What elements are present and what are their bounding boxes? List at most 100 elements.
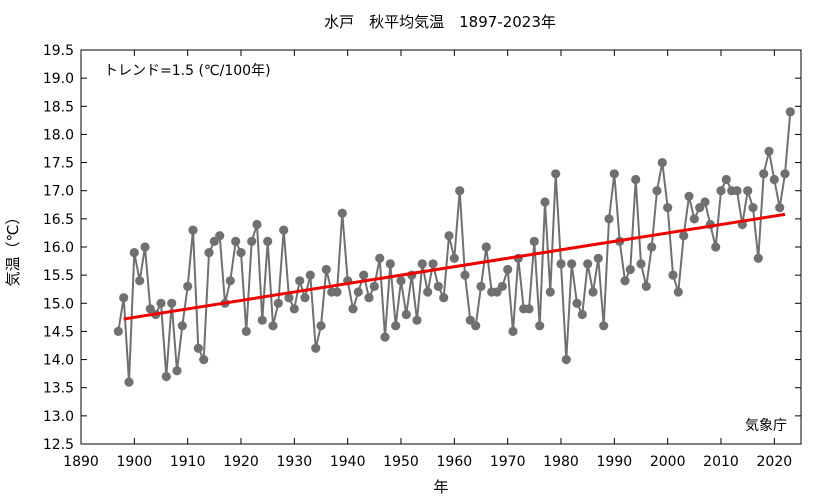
data-point	[508, 326, 518, 336]
data-point	[241, 326, 251, 336]
data-point	[284, 293, 294, 303]
x-tick-label: 1900	[117, 454, 153, 470]
y-tick-labels: 12.5 13.0 13.5 14.0 14.5 15.0 15.5 16.0 16.5 17.0…	[43, 43, 74, 453]
data-point	[684, 191, 694, 201]
data-point	[604, 214, 614, 224]
data-point	[359, 270, 369, 280]
data-point	[545, 287, 555, 297]
trend-line	[123, 212, 786, 321]
data-point	[631, 174, 641, 185]
data-point	[167, 298, 177, 308]
y-tick-label: 13.5	[43, 381, 74, 397]
data-point	[119, 293, 129, 303]
data-point	[257, 315, 267, 325]
data-point	[161, 371, 171, 382]
x-tick-label: 1960	[437, 454, 473, 470]
data-point	[364, 293, 374, 303]
data-point	[135, 276, 145, 286]
data-point	[609, 169, 619, 179]
data-point	[599, 321, 609, 331]
data-point	[289, 304, 299, 314]
data-point	[449, 253, 459, 263]
data-point	[689, 214, 699, 224]
x-axis-label: 年	[433, 478, 448, 496]
data-point	[311, 343, 321, 353]
data-point	[295, 276, 305, 286]
data-point	[764, 146, 774, 156]
data-point	[268, 321, 278, 331]
data-point	[273, 298, 283, 308]
data-point	[375, 253, 385, 263]
data-point	[209, 236, 219, 246]
data-point	[785, 107, 795, 117]
data-point	[679, 231, 689, 241]
data-point	[524, 304, 534, 314]
data-point	[471, 321, 481, 331]
x-tick-label: 2010	[703, 454, 739, 470]
data-point	[769, 174, 779, 185]
x-tick-label: 1990	[597, 454, 633, 470]
y-tick-label: 14.0	[43, 353, 74, 369]
y-axis-label: 気温（℃）	[4, 210, 22, 287]
data-point	[428, 259, 438, 269]
data-point	[593, 253, 603, 263]
plot-area	[80, 49, 802, 445]
x-tick-label: 1950	[383, 454, 419, 470]
data-point	[236, 248, 246, 258]
y-tick-label: 17.0	[43, 184, 74, 200]
y-tick-label: 18.5	[43, 99, 74, 115]
x-tick-label: 1890	[63, 454, 99, 470]
data-point	[369, 281, 379, 291]
data-point	[588, 287, 598, 297]
data-point	[743, 186, 753, 196]
data-point	[540, 197, 550, 207]
data-point	[663, 203, 673, 213]
data-point	[657, 158, 667, 168]
data-point	[263, 236, 273, 246]
y-tick-label: 18.0	[43, 127, 74, 143]
data-point	[337, 208, 347, 218]
data-point	[433, 281, 443, 291]
data-point	[279, 225, 289, 235]
data-point	[721, 174, 731, 185]
x-tick-label: 1980	[543, 454, 579, 470]
data-point	[172, 366, 182, 376]
data-point	[321, 264, 331, 275]
data-point	[577, 309, 587, 320]
data-point	[780, 169, 790, 179]
y-tick-label: 19.0	[43, 71, 74, 87]
data-point	[620, 276, 630, 286]
data-point	[460, 270, 470, 280]
data-point	[444, 231, 454, 241]
x-tick-label: 1970	[490, 454, 526, 470]
y-tick-label: 14.5	[43, 324, 74, 340]
data-point	[140, 242, 150, 252]
data-point	[348, 304, 358, 314]
data-point	[476, 281, 486, 291]
chart-title: 水戸 秋平均気温 1897-2023年	[324, 13, 556, 31]
data-point	[583, 259, 593, 269]
data-point	[572, 298, 582, 308]
data-point	[556, 259, 566, 269]
y-tick-label: 15.0	[43, 296, 74, 312]
data-point	[332, 287, 342, 297]
data-point	[535, 321, 545, 331]
data-point	[199, 355, 209, 365]
data-point	[231, 236, 241, 246]
data-point	[316, 321, 326, 331]
data-point	[503, 264, 513, 275]
series-points	[113, 107, 795, 387]
data-point	[353, 287, 363, 297]
data-point	[188, 225, 198, 235]
data-point	[156, 298, 166, 308]
data-point	[380, 332, 390, 342]
data-point	[551, 169, 561, 179]
data-point	[215, 231, 225, 241]
data-point	[529, 236, 539, 246]
series-line	[117, 111, 792, 383]
data-point	[668, 270, 678, 280]
data-point	[716, 186, 726, 196]
data-point	[455, 186, 465, 196]
y-tick-label: 12.5	[43, 437, 74, 453]
